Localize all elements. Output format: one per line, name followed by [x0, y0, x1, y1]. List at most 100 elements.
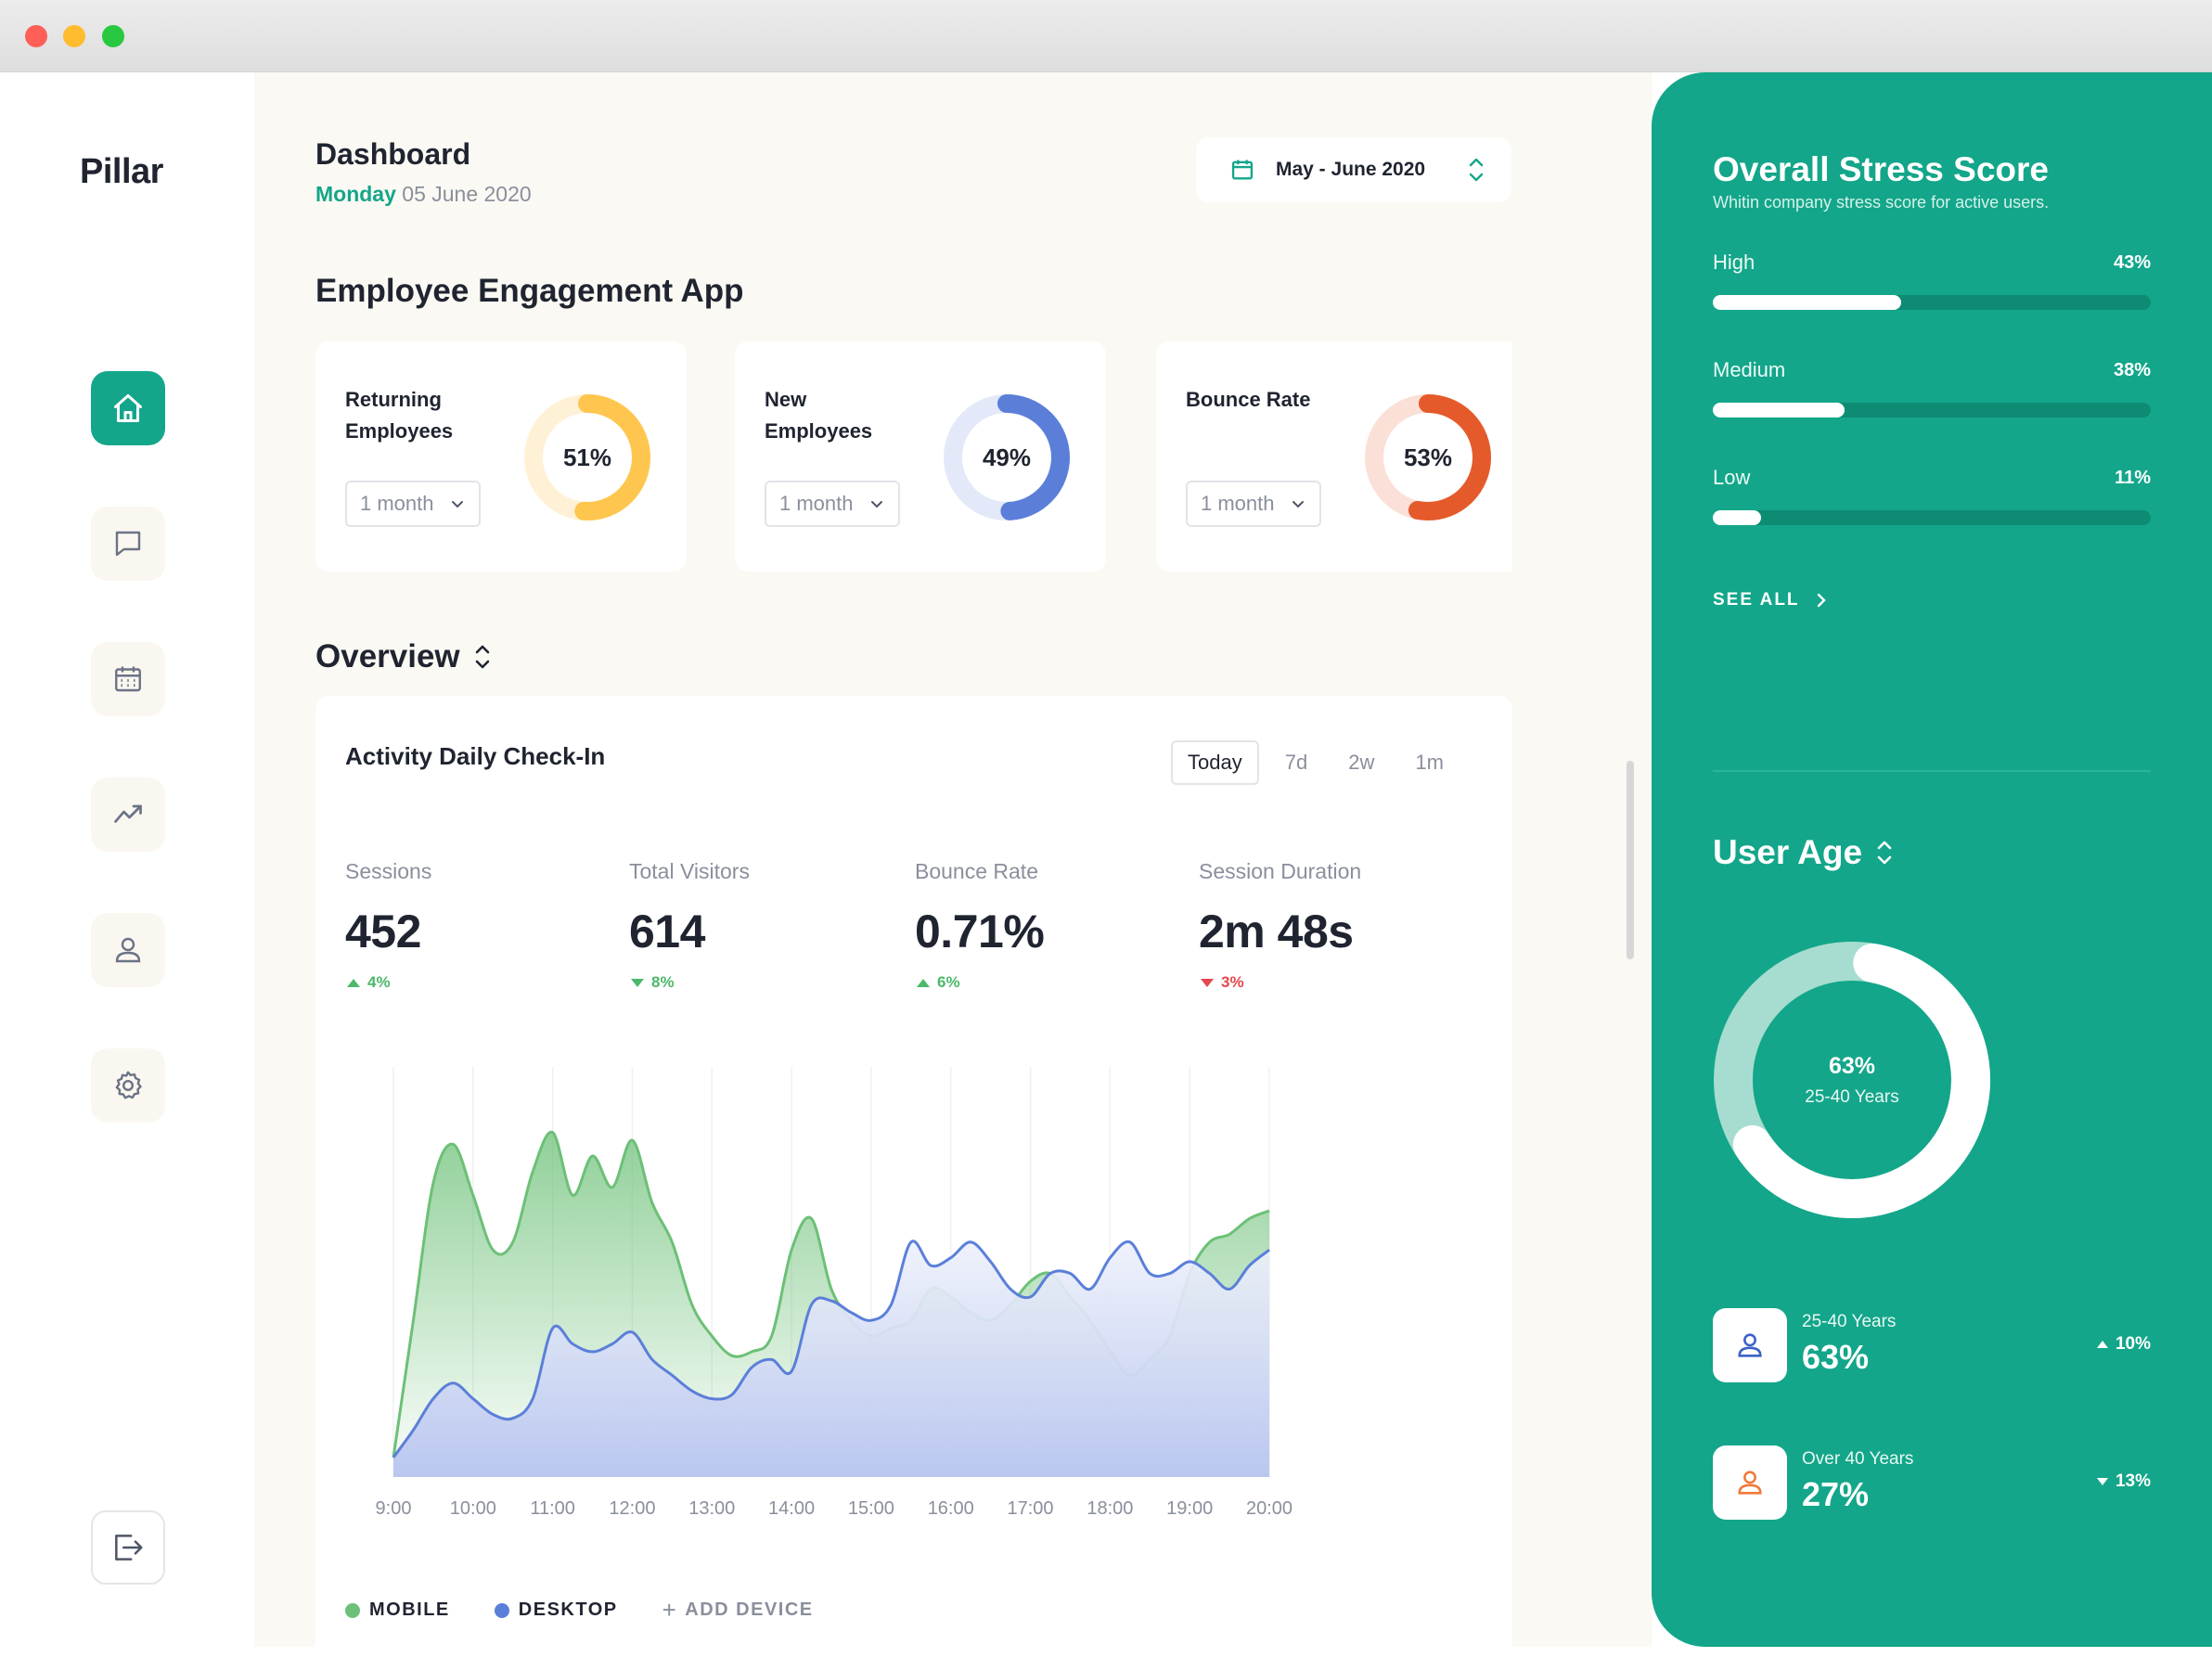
- period-select[interactable]: 1 month: [1186, 481, 1321, 527]
- plus-icon: +: [662, 1596, 678, 1624]
- metric-bounce-rate: Bounce Rate 0.71% 6%: [915, 859, 1184, 992]
- tab-7d[interactable]: 7d: [1284, 751, 1308, 774]
- period-select-value: 1 month: [1201, 492, 1275, 515]
- age-group-change-value: 13%: [2115, 1471, 2151, 1491]
- stress-score-subtitle: Whitin company stress score for active u…: [1713, 193, 2050, 212]
- arrow-up-icon: [917, 979, 930, 987]
- chevron-right-icon: [1817, 593, 1826, 608]
- chart-legend: MOBILE DESKTOP + ADD DEVICE: [345, 1596, 858, 1625]
- stress-level-value: 38%: [2113, 360, 2151, 380]
- metric-label: Bounce Rate: [915, 859, 1038, 883]
- period-select[interactable]: 1 month: [345, 481, 481, 527]
- stress-score-title: Overall Stress Score: [1713, 150, 2049, 188]
- stat-card-label: New Employees: [765, 388, 873, 443]
- stress-level-label: Medium: [1713, 358, 1786, 381]
- chart-x-tick-label: 14:00: [768, 1498, 815, 1519]
- stress-level-fill: [1713, 295, 1901, 310]
- metric-label: Total Visitors: [629, 859, 750, 883]
- age-donut-segment: [1714, 942, 1990, 1218]
- activity-chart: 9:00 10:00 11:00 12:00 13:00 14:00 15:00 16:00 1…: [376, 1067, 1292, 1519]
- donut-segment: [944, 394, 1070, 520]
- age-group-row: 25-40 Years 63% 10%: [1713, 1308, 2151, 1382]
- stat-card-label: Bounce Rate: [1186, 388, 1311, 411]
- chart-x-tick-label: 9:00: [376, 1498, 412, 1519]
- nav-profile[interactable]: [91, 913, 165, 987]
- overview-title[interactable]: Overview: [315, 638, 492, 675]
- user-age-donut-value: 63%: [1828, 1052, 1876, 1079]
- age-group-label: Over 40 Years: [1802, 1449, 1914, 1469]
- stress-level-fill: [1713, 403, 1845, 418]
- user-age-title-label: User Age: [1713, 833, 1863, 871]
- home-icon: [114, 394, 142, 422]
- metric-value: 614: [629, 906, 705, 957]
- nav-home[interactable]: [91, 371, 165, 445]
- sidebar: Pillar: [0, 72, 254, 1647]
- nav-settings[interactable]: [91, 1048, 165, 1123]
- vertical-scrollbar[interactable]: [1627, 761, 1634, 959]
- user-age-donut-label: 25-40 Years: [1805, 1086, 1899, 1107]
- chevron-down-icon: [871, 501, 882, 508]
- series-area-desktop: [393, 1240, 1269, 1477]
- donut-value: 51%: [562, 443, 612, 471]
- app-logo: Pillar: [80, 152, 163, 191]
- arrow-up-icon: [347, 979, 360, 987]
- metric-change-value: 3%: [1221, 973, 1244, 991]
- chart-x-tick-label: 20:00: [1246, 1498, 1292, 1519]
- nav-analytics[interactable]: [91, 777, 165, 852]
- user-age-donut-center: 63% 25-40 Years: [1713, 941, 1991, 1219]
- close-window-button[interactable]: [25, 25, 47, 47]
- nav-messages[interactable]: [91, 507, 165, 581]
- tab-2w[interactable]: 2w: [1348, 751, 1375, 774]
- user-age-title[interactable]: User Age: [1713, 833, 1894, 872]
- user-icon: [1738, 1333, 1762, 1357]
- page-date-value: 05 June 2020: [402, 182, 532, 206]
- overview-title-label: Overview: [315, 638, 460, 674]
- chart-x-tick-label: 12:00: [609, 1498, 655, 1519]
- activity-panel-title: Activity Daily Check-In: [345, 742, 606, 770]
- arrow-down-icon: [1201, 979, 1214, 987]
- stress-level-label: Low: [1713, 466, 1751, 489]
- age-group-icon-box: [1713, 1445, 1787, 1520]
- chevron-down-icon: [452, 501, 463, 508]
- metric-value: 0.71%: [915, 906, 1045, 957]
- panel-divider: [1713, 770, 2151, 772]
- date-range-label: May - June 2020: [1276, 159, 1426, 180]
- nav-calendar[interactable]: [91, 642, 165, 716]
- metric-change: 4%: [345, 973, 614, 992]
- age-group-change: 10%: [2095, 1334, 2151, 1355]
- chart-x-tick-label: 18:00: [1087, 1498, 1133, 1519]
- arrow-down-icon: [2096, 1478, 2108, 1485]
- period-select-value: 1 month: [360, 492, 434, 515]
- legend-item-desktop[interactable]: DESKTOP: [494, 1599, 618, 1621]
- logout-button[interactable]: [91, 1510, 165, 1585]
- stress-level-value: 11%: [2115, 468, 2151, 488]
- user-icon: [1738, 1471, 1762, 1495]
- add-device-button[interactable]: + ADD DEVICE: [662, 1596, 814, 1625]
- maximize-window-button[interactable]: [102, 25, 124, 47]
- donut-chart: [1365, 394, 1491, 520]
- chart-x-tick-label: 10:00: [450, 1498, 496, 1519]
- stress-level-fill: [1713, 510, 1761, 525]
- page-date-day: Monday: [315, 182, 396, 206]
- age-group-row: Over 40 Years 27% 13%: [1713, 1445, 2151, 1520]
- series-line-desktop: [392, 1240, 1270, 1458]
- date-range-picker[interactable]: May - June 2020: [1196, 137, 1511, 202]
- see-all-link[interactable]: SEE ALL: [1713, 590, 1828, 610]
- arrow-up-icon: [2096, 1341, 2108, 1348]
- stat-card-new: New Employees 1 month 49%: [735, 341, 1106, 572]
- gear-icon: [115, 1071, 142, 1099]
- minimize-window-button[interactable]: [63, 25, 85, 47]
- stress-level-value: 43%: [2113, 252, 2151, 273]
- tab-today[interactable]: Today: [1171, 740, 1259, 785]
- metric-value: 452: [345, 906, 421, 957]
- activity-panel: Activity Daily Check-In Today 7d 2w 1m S…: [315, 696, 1512, 1670]
- period-select[interactable]: 1 month: [765, 481, 900, 527]
- donut-segment: [1365, 394, 1491, 520]
- tab-1m[interactable]: 1m: [1415, 751, 1444, 774]
- legend-item-mobile[interactable]: MOBILE: [345, 1599, 450, 1621]
- donut-segment: [524, 394, 650, 520]
- age-group-change: 13%: [2095, 1471, 2151, 1492]
- age-group-value: 63%: [1802, 1338, 1870, 1376]
- user-age-donut-chart: [1714, 942, 1990, 1218]
- sort-arrows-icon: [475, 645, 489, 669]
